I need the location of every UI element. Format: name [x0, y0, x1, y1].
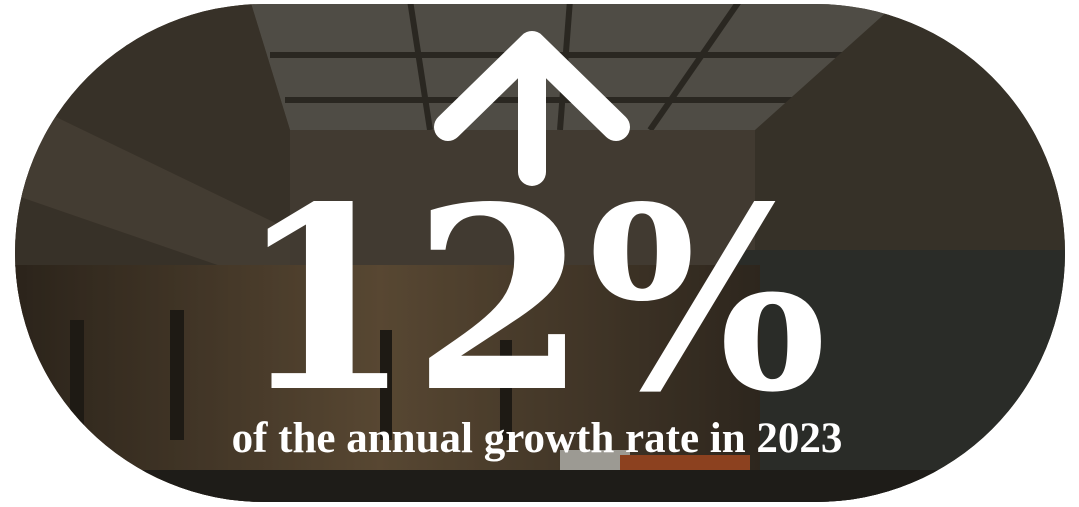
up-arrow — [434, 31, 630, 186]
stat-value: 12% — [237, 152, 827, 448]
stat-caption: of the annual growth rate in 2023 — [232, 415, 843, 462]
